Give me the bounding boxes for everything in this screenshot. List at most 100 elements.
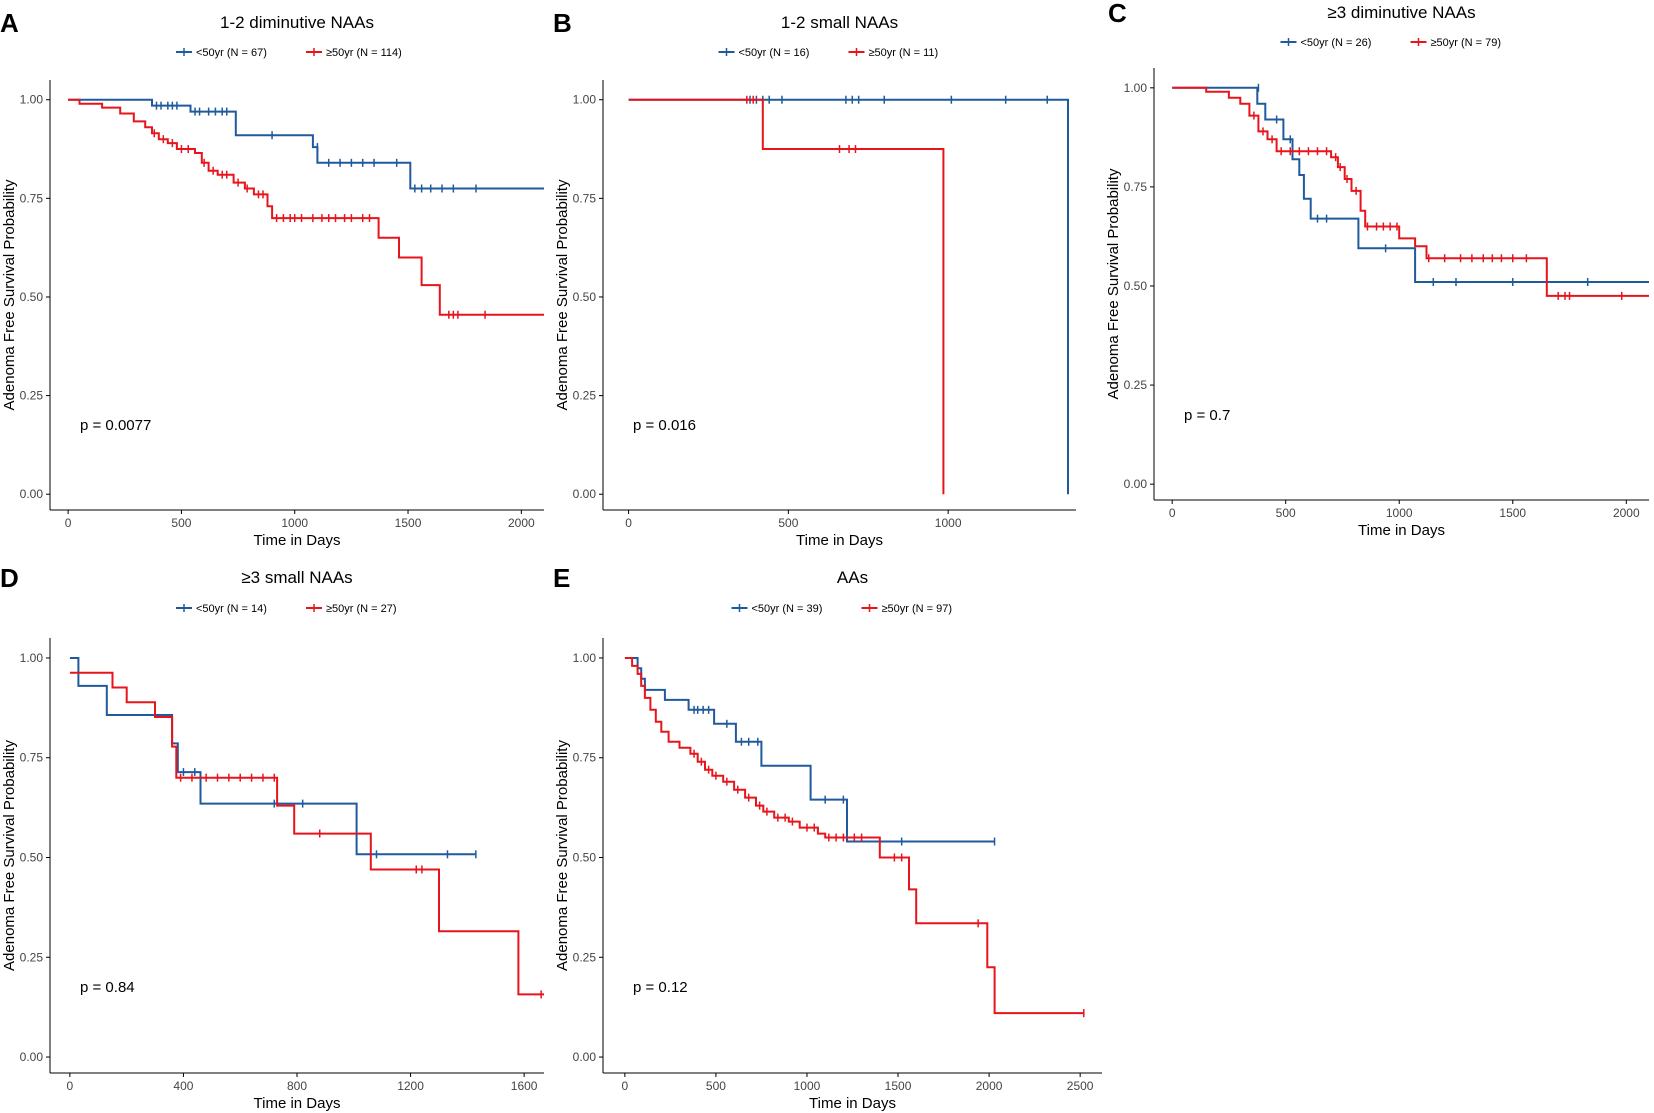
survival-curve	[68, 98, 544, 190]
legend-label: ≥50yr (N = 114)	[326, 47, 402, 59]
panel-d: D ≥3 small NAAs <50yr (N = 14) ≥50yr (N = 2…	[0, 563, 544, 1112]
survival-curve	[1172, 86, 1649, 297]
x-tick-label: 0	[65, 516, 72, 530]
legend-label: <50yr (N = 39)	[752, 603, 823, 615]
y-tick-label: 0.75	[20, 751, 44, 765]
panel-letter: D	[0, 563, 19, 593]
series-under-50	[628, 95, 1069, 495]
y-tick-label: 0.75	[1124, 180, 1148, 194]
y-tick-label: 0.25	[20, 950, 44, 964]
y-tick-label: 1.00	[573, 651, 597, 665]
x-tick-label: 1500	[1499, 506, 1526, 520]
legend-label: ≥50yr (N = 79)	[1431, 37, 1502, 49]
panel-letter: E	[553, 563, 570, 593]
chart-title: 1-2 small NAAs	[781, 13, 898, 32]
legend: <50yr (N = 39) ≥50yr (N = 97)	[731, 603, 953, 615]
y-axis-label: Adenoma Free Survival Probability	[554, 740, 571, 971]
y-tick-label: 0.00	[573, 1050, 597, 1064]
x-tick-label: 1500	[395, 516, 422, 530]
x-tick-label: 500	[1276, 506, 1296, 520]
x-tick-label: 2000	[508, 516, 535, 530]
legend-label: <50yr (N = 14)	[196, 603, 267, 615]
y-tick-label: 1.00	[573, 93, 597, 107]
y-tick-label: 0.25	[20, 389, 44, 403]
legend-label: <50yr (N = 16)	[739, 47, 810, 59]
x-tick-label: 500	[778, 516, 798, 530]
y-tick-label: 0.50	[20, 850, 44, 864]
y-axis-label: Adenoma Free Survival Probability	[554, 179, 571, 410]
panel-b: B 1-2 small NAAs <50yr (N = 16) ≥50yr (N = …	[553, 8, 1076, 549]
x-tick-label: 1500	[885, 1079, 912, 1093]
y-tick-label: 0.75	[573, 191, 597, 205]
x-axis-label: Time in Days	[809, 1095, 896, 1112]
y-tick-label: 0.50	[573, 850, 597, 864]
chart-title: AAs	[837, 568, 868, 587]
x-tick-label: 2000	[1613, 506, 1640, 520]
x-axis-label: Time in Days	[796, 532, 883, 549]
series-under-50	[1172, 83, 1649, 287]
y-axis-label: Adenoma Free Survival Probability	[1, 740, 18, 971]
panel-e: E AAs <50yr (N = 39) ≥50yr (N = 97) 0.00 0.25…	[553, 563, 1102, 1112]
x-tick-label: 500	[706, 1079, 726, 1093]
x-tick-label: 2500	[1067, 1079, 1094, 1093]
y-tick-label: 0.00	[573, 487, 597, 501]
p-value-label: p = 0.016	[633, 417, 696, 434]
survival-curve	[68, 98, 544, 316]
x-axis-label: Time in Days	[254, 1095, 341, 1112]
p-value-label: p = 0.0077	[80, 417, 151, 434]
x-tick-label: 1600	[511, 1079, 538, 1093]
y-tick-label: 1.00	[20, 93, 44, 107]
x-axis-label: Time in Days	[254, 532, 341, 549]
survival-curve	[628, 98, 1069, 495]
x-tick-label: 800	[287, 1079, 307, 1093]
x-tick-label: 1000	[281, 516, 308, 530]
chart-title: ≥3 small NAAs	[241, 568, 352, 587]
panel-letter: B	[553, 8, 572, 38]
y-tick-label: 1.00	[1124, 81, 1148, 95]
p-value-label: p = 0.7	[1184, 407, 1230, 424]
y-tick-label: 0.50	[573, 290, 597, 304]
p-value-label: p = 0.12	[633, 979, 688, 996]
y-tick-label: 0.00	[20, 1050, 44, 1064]
legend-label: <50yr (N = 26)	[1301, 37, 1372, 49]
series-over-50	[628, 95, 945, 495]
y-axis-label: Adenoma Free Survival Probability	[1, 179, 18, 410]
x-tick-label: 400	[173, 1079, 193, 1093]
x-tick-label: 500	[171, 516, 191, 530]
x-tick-label: 1200	[397, 1079, 424, 1093]
legend-label: ≥50yr (N = 97)	[882, 603, 953, 615]
legend-label: ≥50yr (N = 27)	[326, 603, 397, 615]
panel-letter: A	[0, 8, 19, 38]
y-tick-label: 0.50	[1124, 279, 1148, 293]
chart-title: 1-2 diminutive NAAs	[220, 13, 374, 32]
series-under-50	[68, 98, 544, 193]
x-tick-label: 2000	[976, 1079, 1003, 1093]
x-tick-label: 1000	[1386, 506, 1413, 520]
y-tick-label: 0.25	[1124, 378, 1148, 392]
legend: <50yr (N = 67) ≥50yr (N = 114)	[176, 47, 402, 59]
y-tick-label: 0.75	[573, 751, 597, 765]
legend: <50yr (N = 26) ≥50yr (N = 79)	[1280, 37, 1502, 49]
panel-c: C ≥3 diminutive NAAs <50yr (N = 26) ≥50yr (…	[1105, 0, 1649, 539]
series-over-50	[68, 98, 544, 319]
series-under-50	[69, 657, 477, 859]
legend: <50yr (N = 16) ≥50yr (N = 11)	[718, 47, 938, 59]
x-axis-label: Time in Days	[1358, 522, 1445, 539]
panel-a: A 1-2 diminutive NAAs <50yr (N = 67) ≥50yr …	[0, 8, 544, 549]
panel-letter: C	[1108, 0, 1127, 28]
x-tick-label: 0	[622, 1079, 629, 1093]
survival-curve	[69, 671, 544, 996]
y-tick-label: 0.50	[20, 290, 44, 304]
legend: <50yr (N = 14) ≥50yr (N = 27)	[176, 603, 397, 615]
y-tick-label: 0.25	[573, 389, 597, 403]
x-tick-label: 1000	[935, 516, 962, 530]
series-over-50	[69, 671, 544, 999]
survival-curve	[1172, 86, 1649, 283]
survival-curve	[624, 657, 1084, 1015]
series-over-50	[1172, 86, 1649, 300]
series-over-50	[624, 657, 1085, 1018]
y-tick-label: 0.25	[573, 950, 597, 964]
survival-curve	[628, 98, 945, 495]
legend-label: <50yr (N = 67)	[196, 47, 267, 59]
